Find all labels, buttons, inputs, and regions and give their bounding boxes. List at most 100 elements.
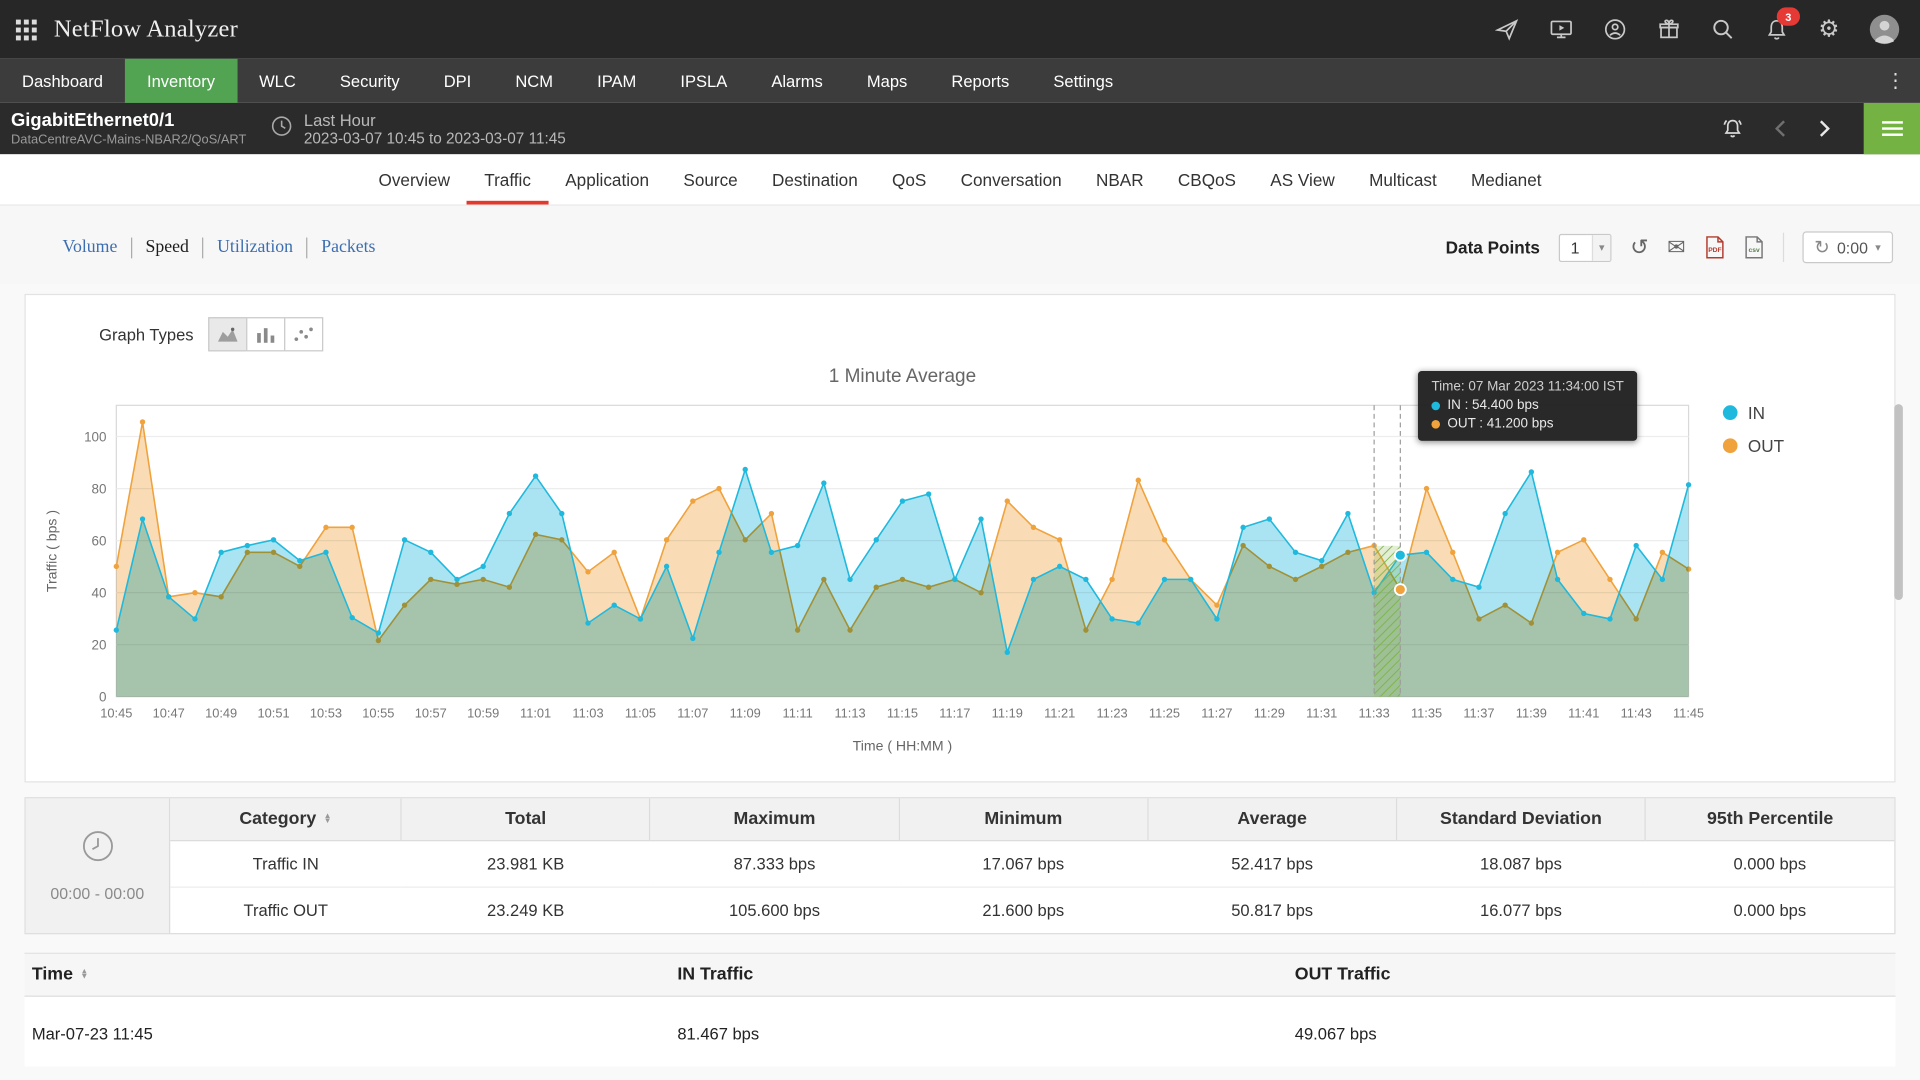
svg-text:11:07: 11:07 (677, 706, 708, 721)
demo-video-icon[interactable] (1549, 17, 1573, 41)
sort-icon[interactable]: ▲ ▼ (323, 811, 332, 826)
svg-text:11:25: 11:25 (1149, 706, 1180, 721)
user-avatar[interactable] (1869, 13, 1901, 45)
traffic-area-chart[interactable]: 0 20 40 60 80 100 10:45 10:47 10:49 10:51 10:53 10:… (40, 391, 1704, 764)
svg-text:Traffic ( bps ): Traffic ( bps ) (43, 510, 59, 592)
svg-text:11:15: 11:15 (887, 706, 918, 721)
chevron-right-icon[interactable] (1815, 118, 1835, 140)
total-cell: 23.981 KB (401, 840, 651, 888)
search-icon[interactable] (1711, 17, 1735, 41)
svg-text:10:47: 10:47 (153, 706, 185, 721)
out-legend-dot (1723, 438, 1739, 454)
refresh-timer: 0:00 (1836, 238, 1868, 257)
nav-item[interactable]: DPI (443, 71, 472, 91)
top-header: NetFlow Analyzer 3 ⚙ (0, 0, 1920, 59)
clock-icon (80, 829, 114, 869)
legend-item-out[interactable]: OUT (1723, 436, 1784, 456)
svg-text:11:27: 11:27 (1201, 706, 1232, 721)
view-link[interactable]: Speed (130, 236, 203, 258)
history-icon[interactable]: ↺ (1630, 235, 1649, 260)
data-points-select[interactable]: 1 ▾ (1558, 233, 1612, 262)
graph-type-area-button[interactable] (208, 317, 248, 352)
settings-gear-icon[interactable]: ⚙ (1818, 16, 1840, 43)
svg-text:60: 60 (92, 534, 107, 549)
scrollbar-thumb[interactable] (1894, 404, 1903, 601)
in-legend-dot (1723, 405, 1739, 421)
auto-refresh-control[interactable]: ↻ 0:00 ▾ (1801, 231, 1894, 264)
category-cell: Traffic OUT (243, 901, 328, 920)
tab[interactable]: AS View (1270, 170, 1335, 190)
sort-category-header[interactable]: Category ▲ ▼ (170, 798, 402, 842)
email-icon[interactable]: ✉ (1667, 235, 1686, 260)
nav-item[interactable]: IPAM (597, 71, 637, 91)
tab[interactable]: NBAR (1095, 170, 1144, 190)
svg-text:PDF: PDF (1708, 247, 1721, 254)
nav-item[interactable]: Reports (951, 71, 1010, 91)
nav-item[interactable]: Alarms (771, 71, 823, 91)
svg-text:10:51: 10:51 (257, 706, 289, 721)
svg-text:10:57: 10:57 (415, 706, 447, 721)
in-traffic-cell: 81.467 bps (677, 1024, 760, 1044)
percentile-cell: 0.000 bps (1733, 901, 1807, 920)
export-pdf-icon[interactable]: PDF (1704, 235, 1725, 259)
tab[interactable]: Multicast (1369, 170, 1437, 190)
tab[interactable]: Overview (378, 170, 450, 190)
out-traffic-cell: 49.067 bps (1294, 1024, 1377, 1044)
nav-item[interactable]: Maps (866, 71, 908, 91)
notifications-icon[interactable]: 3 (1764, 7, 1800, 41)
stddev-header: Standard Deviation (1395, 798, 1646, 842)
tab[interactable]: Traffic (467, 154, 549, 205)
nav-item[interactable]: Security (339, 71, 400, 91)
nav-item[interactable]: IPSLA (680, 71, 728, 91)
percentile-header: 95th Percentile (1644, 798, 1895, 842)
alert-bell-icon[interactable] (1719, 115, 1746, 142)
nav-more-menu-icon[interactable]: ⋮ (1885, 71, 1906, 92)
summary-row: Traffic OUT 23.249 KB 105.600 bps 21.600… (170, 887, 1894, 933)
chevron-left-icon[interactable] (1771, 118, 1791, 140)
launch-icon[interactable] (1495, 17, 1519, 41)
hamburger-menu-button[interactable] (1863, 102, 1920, 155)
tab[interactable]: QoS (892, 170, 927, 190)
tab[interactable]: Source (683, 170, 738, 190)
nav-item[interactable]: Settings (1053, 71, 1114, 91)
time-cell: Mar-07-23 11:45 (31, 1024, 153, 1044)
minimum-header: Minimum (898, 798, 1148, 842)
sort-icon[interactable]: ▲ ▼ (80, 967, 89, 981)
support-icon[interactable] (1603, 17, 1627, 41)
legend-item-in[interactable]: IN (1723, 403, 1784, 422)
svg-text:11:01: 11:01 (520, 706, 551, 721)
tab[interactable]: Conversation (960, 170, 1062, 190)
gift-icon[interactable] (1657, 17, 1681, 41)
chart-legend: IN OUT (1723, 403, 1784, 469)
export-csv-icon[interactable]: csv (1743, 235, 1764, 259)
tab[interactable]: Medianet (1470, 170, 1542, 190)
summary-time-range: 00:00 - 00:00 (50, 884, 145, 903)
view-link[interactable]: Utilization (202, 236, 306, 258)
svg-text:csv: csv (1748, 247, 1759, 254)
detail-row: Mar-07-23 11:45 81.467 bps 49.067 bps (24, 996, 1895, 1066)
nav-item[interactable]: Dashboard (22, 71, 103, 91)
tab[interactable]: CBQoS (1177, 170, 1236, 190)
svg-text:10:59: 10:59 (467, 706, 499, 721)
apps-grid-icon[interactable] (15, 18, 38, 41)
nav-item[interactable]: Inventory (124, 58, 238, 103)
view-link[interactable]: Packets (306, 236, 389, 258)
svg-text:11:23: 11:23 (1096, 706, 1127, 721)
svg-text:11:21: 11:21 (1044, 706, 1075, 721)
nav-item[interactable]: NCM (515, 71, 554, 91)
sort-time-header[interactable]: Time ▲ ▼ (24, 952, 670, 997)
category-cell: Traffic IN (170, 840, 402, 888)
tab[interactable]: Destination (771, 170, 858, 190)
detail-header-row: Time ▲ ▼ IN Traffic OUT Traffic (24, 952, 1896, 997)
graph-type-bar-button[interactable] (246, 317, 286, 352)
view-link[interactable]: Volume (62, 236, 118, 257)
graph-type-scatter-button[interactable] (284, 317, 324, 352)
nav-item[interactable]: WLC (259, 71, 296, 91)
svg-text:0: 0 (99, 690, 106, 705)
average-header: Average (1147, 798, 1397, 842)
svg-text:11:13: 11:13 (834, 706, 865, 721)
time-period[interactable]: Last Hour 2023-03-07 10:45 to 2023-03-07… (271, 111, 566, 146)
svg-text:10:53: 10:53 (310, 706, 342, 721)
svg-text:80: 80 (92, 481, 107, 496)
tab[interactable]: Application (565, 170, 650, 190)
